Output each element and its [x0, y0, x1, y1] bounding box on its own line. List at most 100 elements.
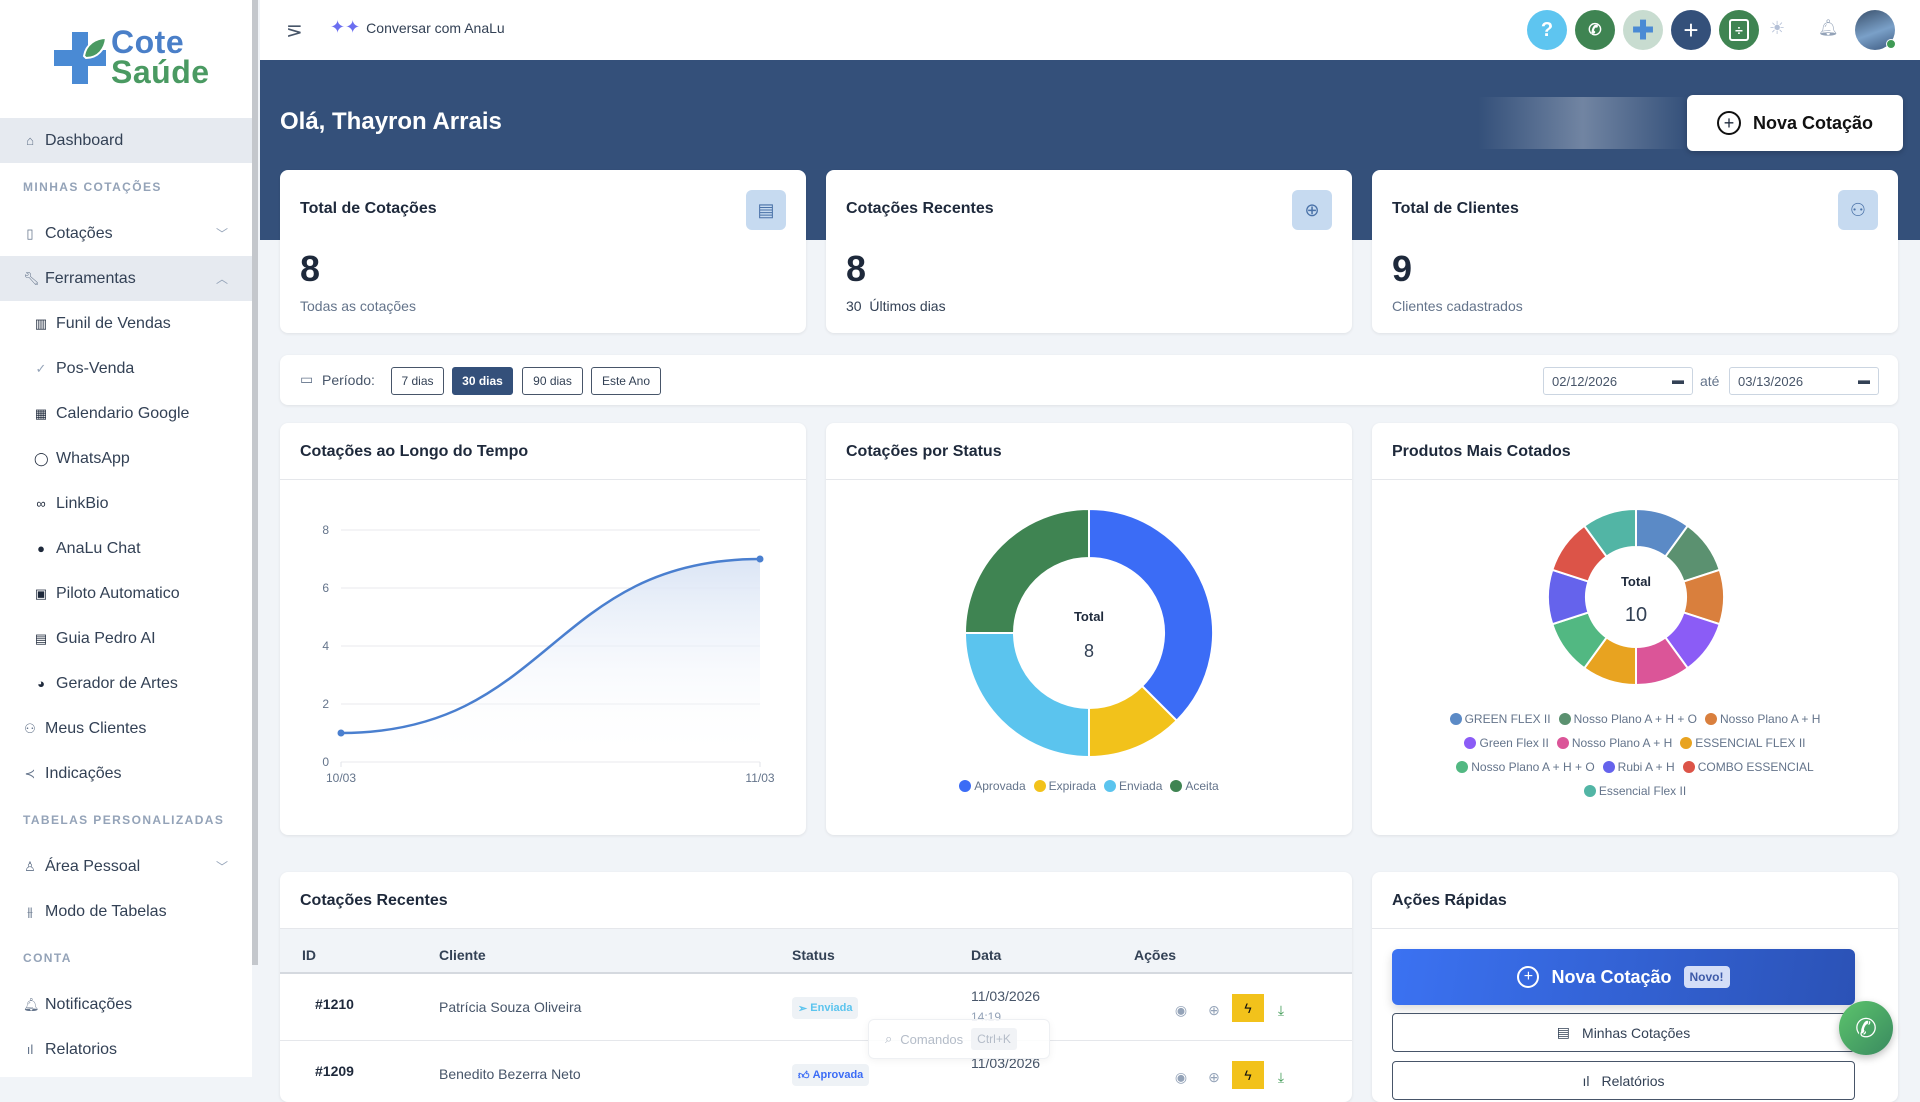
command-palette-button[interactable]: ⌕ Comandos Ctrl+K	[868, 1019, 1050, 1059]
users-icon: ⚇	[1838, 190, 1878, 230]
stat-card-total-clientes: Total de Clientes ⚇ 9 Clientes cadastrad…	[1372, 170, 1898, 333]
legend-item[interactable]: Enviada	[1104, 779, 1162, 793]
sparkles-icon: ✦✦	[330, 17, 361, 37]
command-shortcut: Ctrl+K	[971, 1028, 1017, 1050]
legend-item[interactable]: Aprovada	[959, 779, 1026, 793]
sidebar-item-area-pessoal[interactable]: ♙ Área Pessoal ﹀	[0, 844, 252, 889]
sidebar-item-label: Dashboard	[45, 131, 124, 149]
cote-saude-logo[interactable]: Cote Saúde	[54, 26, 214, 90]
sidebar-item-relatorios[interactable]: ıl Relatorios	[0, 1027, 252, 1072]
legend-item[interactable]: Nosso Plano A + H + O	[1456, 760, 1595, 774]
sidebar-item-dashboard[interactable]: ⌂ Dashboard	[0, 118, 252, 163]
calendar-icon[interactable]: ▬	[1858, 373, 1870, 387]
reports-button[interactable]: ıl Relatórios	[1392, 1061, 1855, 1100]
legend-item[interactable]: COMBO ESSENCIAL	[1682, 760, 1814, 774]
lightning-icon[interactable]: ϟ	[1232, 1061, 1264, 1089]
legend-item[interactable]: GREEN FLEX II	[1449, 712, 1551, 726]
row-id: #1209	[315, 1063, 354, 1079]
my-quotes-button[interactable]: ▤ Minhas Cotações	[1392, 1013, 1855, 1052]
legend-label: Nosso Plano A + H + O	[1471, 760, 1595, 774]
chat-analu-button[interactable]: ✦✦ Conversar com AnaLu	[330, 17, 505, 38]
sidebar-item-gerador-de-artes[interactable]: ◕ Gerador de Artes	[0, 661, 252, 706]
download-icon[interactable]: ⤓	[1277, 1001, 1285, 1018]
new-badge: Novo!	[1683, 966, 1730, 988]
section-header-minhas-cotacoes: MINHAS COTAÇÕES	[23, 180, 162, 194]
sidebar-scrollbar[interactable]	[252, 0, 258, 965]
legend-item[interactable]: Nosso Plano A + H	[1556, 736, 1672, 750]
theme-toggle-sun-icon[interactable]: ☀	[1769, 18, 1786, 38]
legend-item[interactable]: Essencial Flex II	[1583, 784, 1686, 798]
search-icon: ⌕	[885, 1031, 893, 1046]
bell-icon: 🔔︎	[23, 996, 40, 1012]
period-7-dias[interactable]: 7 dias	[391, 367, 444, 395]
status-donut-chart	[963, 507, 1214, 759]
download-icon[interactable]: ⤓	[1277, 1068, 1285, 1085]
legend-item[interactable]: ESSENCIAL FLEX II	[1680, 736, 1806, 750]
sidebar-item-label: Ferramentas	[45, 269, 136, 287]
help-button[interactable]: ?	[1527, 10, 1567, 50]
legend-swatch	[1456, 761, 1469, 773]
sidebar-item-piloto-automatico[interactable]: ▣ Piloto Automatico	[0, 571, 252, 616]
sidebar-item-whatsapp[interactable]: ◯ WhatsApp	[0, 436, 252, 481]
thumbs-up-icon: 👍︎	[798, 1069, 813, 1082]
legend-swatch	[1705, 713, 1718, 725]
date-from-input[interactable]: 02/12/2026 ▬	[1543, 367, 1693, 395]
quick-new-quote-button[interactable]: + Nova Cotação Novo!	[1392, 949, 1855, 1005]
legend-label: Nosso Plano A + H + O	[1573, 712, 1698, 726]
y-tick-label: 0	[322, 755, 329, 769]
table-row[interactable]: #1209 Benedito Bezerra Neto 👍︎ Aprovada …	[280, 1041, 1352, 1102]
period-90-dias[interactable]: 90 dias	[522, 367, 583, 395]
notifications-bell-icon[interactable]: 🔔︎	[1818, 20, 1839, 37]
sidebar-item-ferramentas[interactable]: 🔧︎ Ferramentas ︿	[0, 256, 252, 301]
legend-item[interactable]: Nosso Plano A + H + O	[1558, 712, 1698, 726]
sidebar-item-label: Cotações	[45, 224, 113, 242]
date-to-value: 03/13/2026	[1738, 374, 1804, 389]
view-eye-icon[interactable]: ◉	[1174, 1001, 1188, 1018]
add-button[interactable]: +	[1671, 10, 1711, 50]
sidebar-item-cotacoes[interactable]: ▯ Cotações ﹀	[0, 211, 252, 256]
period-este-ano[interactable]: Este Ano	[591, 367, 661, 395]
sidebar-item-indicacoes[interactable]: ≺ Indicações	[0, 751, 252, 796]
new-quote-button[interactable]: + Nova Cotação	[1687, 95, 1903, 151]
sidebar-item-label: Meus Clientes	[45, 719, 147, 737]
sidebar-item-guia-pedro-ai[interactable]: ▤ Guia Pedro AI	[0, 616, 252, 661]
row-date: 11/03/2026	[971, 1055, 1041, 1071]
whatsapp-button[interactable]: ✆	[1575, 10, 1615, 50]
y-tick-label: 6	[322, 581, 329, 595]
logo-text-saude: Saúde	[111, 54, 210, 90]
sidebar-item-label: Área Pessoal	[45, 857, 141, 875]
globe-icon[interactable]: ⊕	[1208, 1001, 1220, 1018]
legend-item[interactable]: Expirada	[1033, 779, 1096, 793]
calculator-button[interactable]: ÷	[1719, 10, 1759, 50]
sidebar-item-analu-chat[interactable]: ● AnaLu Chat	[0, 526, 252, 571]
sidebar-item-pos-venda[interactable]: ✓ Pos-Venda	[0, 346, 252, 391]
sidebar-item-modo-de-tabelas[interactable]: ⫵ Modo de Tabelas	[0, 889, 252, 934]
status-legend: Aprovada Expirada Enviada Aceita	[826, 779, 1352, 793]
legend-item[interactable]: Rubi A + H	[1602, 760, 1675, 774]
table-row[interactable]: #1210 Patrícia Souza Oliveira ➢ Enviada …	[280, 974, 1352, 1041]
sidebar-item-calendario-google[interactable]: ▦ Calendario Google	[0, 391, 252, 436]
cote-saude-app-button[interactable]: ✚	[1623, 10, 1663, 50]
calendar-icon[interactable]: ▬	[1672, 373, 1684, 387]
sidebar-item-linkbio[interactable]: ∞ LinkBio	[0, 481, 252, 526]
legend-item[interactable]: Nosso Plano A + H	[1705, 712, 1820, 726]
sidebar-item-funil-de-vendas[interactable]: ▥ Funil de Vendas	[0, 301, 252, 346]
view-eye-icon[interactable]: ◉	[1174, 1068, 1188, 1085]
legend-swatch	[1558, 713, 1571, 725]
lightning-icon[interactable]: ϟ	[1232, 994, 1264, 1022]
date-to-input[interactable]: 03/13/2026 ▬	[1729, 367, 1879, 395]
sidebar-item-notificacoes[interactable]: 🔔︎ Notificações	[0, 982, 252, 1027]
calculator-icon: ÷	[1729, 19, 1749, 41]
y-tick-label: 8	[322, 523, 329, 537]
user-avatar[interactable]	[1855, 10, 1896, 50]
whatsapp-float-button[interactable]: ✆	[1839, 1001, 1893, 1055]
legend-item[interactable]: Aceita	[1170, 779, 1219, 793]
sidebar-item-label: Guia Pedro AI	[56, 629, 156, 647]
sidebar-toggle-icon[interactable]: ⋝	[286, 20, 303, 42]
period-30-dias[interactable]: 30 dias	[452, 367, 513, 395]
chevron-down-icon: ﹀	[215, 860, 228, 874]
globe-icon[interactable]: ⊕	[1208, 1068, 1220, 1085]
legend-item[interactable]: Green Flex II	[1464, 736, 1549, 750]
sidebar-item-meus-clientes[interactable]: ⚇ Meus Clientes	[0, 706, 252, 751]
legend-swatch	[1680, 737, 1693, 749]
